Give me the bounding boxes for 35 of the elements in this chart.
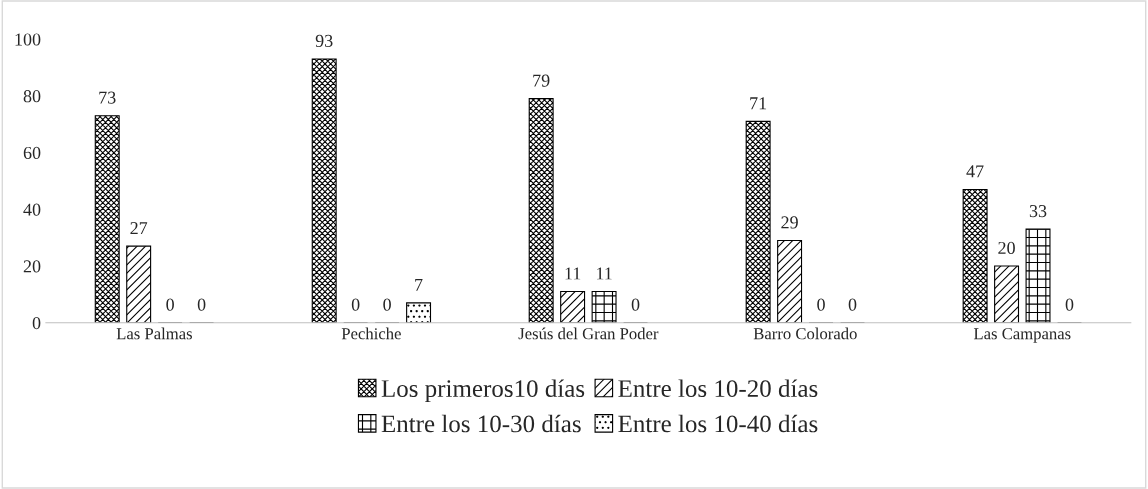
data-label: 0	[351, 298, 360, 311]
y-tick-label: 20	[23, 260, 41, 273]
data-label: 73	[99, 91, 116, 104]
data-label: 7	[415, 278, 423, 291]
y-tick-label: 100	[15, 33, 41, 46]
data-label: 0	[383, 298, 391, 311]
data-label: 79	[533, 74, 550, 87]
x-tick-label: Jesús del Gran Poder	[518, 327, 659, 340]
data-label: 33	[1029, 205, 1047, 218]
data-label: 0	[1065, 298, 1074, 311]
y-tick-label: 0	[32, 317, 41, 330]
data-label: 11	[565, 267, 581, 280]
legend-label: Entre los 10-20 días	[618, 379, 818, 398]
x-tick-label: Barro Colorado	[753, 327, 857, 340]
data-label: 29	[781, 216, 798, 229]
y-tick-label: 60	[23, 146, 41, 160]
data-label: 0	[817, 298, 825, 311]
x-tick-label: Las Campanas	[973, 328, 1071, 343]
y-tick-label: 40	[23, 203, 41, 216]
data-label: 0	[166, 298, 174, 311]
x-tick-label: Las Palmas	[116, 327, 192, 340]
data-label: 0	[197, 298, 206, 311]
data-label: 20	[998, 241, 1015, 255]
data-label: 11	[596, 267, 612, 280]
data-label: 0	[631, 298, 640, 311]
legend-label: Entre los 10-40 días	[618, 414, 818, 433]
legend-label: Entre los 10-30 días	[381, 414, 581, 433]
data-label: 71	[750, 97, 767, 110]
data-label: 47	[966, 165, 984, 178]
legend-label: Los primeros10 días	[381, 379, 585, 403]
y-tick-label: 80	[23, 90, 41, 103]
x-tick-label: Pechiche	[341, 327, 401, 340]
data-label: 27	[130, 222, 148, 234]
data-label: 0	[848, 298, 857, 311]
data-label: 93	[315, 34, 333, 47]
